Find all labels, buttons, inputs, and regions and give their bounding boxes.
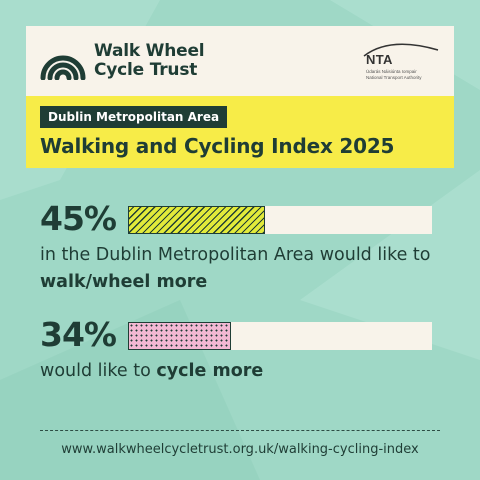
stat-description: in the Dublin Metropolitan Area would li… [40,242,440,296]
stat-description-emphasis: walk/wheel more [40,272,208,292]
progress-bar-track [128,322,432,350]
nta-swoosh-icon [363,43,439,57]
logo-line-1: Walk Wheel [94,41,205,61]
logo-wordmark: Walk Wheel Cycle Trust [94,41,205,80]
stat-value: 34% [40,315,117,354]
stat-value: 45% [40,199,117,238]
area-badge: Dublin Metropolitan Area [40,106,228,128]
nta-subtitle-irish: Údarás Náisiúnta Iompair [366,69,417,74]
stat-description-text: would like to [40,361,157,381]
progress-bar-fill [128,322,232,350]
walk-wheel-cycle-trust-logo: Walk Wheel Cycle Trust [40,38,220,84]
footer-url-link[interactable]: www.walkwheelcycletrust.org.uk/walking-c… [61,442,419,457]
nta-subtitle-english: National Transport Authority [366,75,422,80]
nta-logo: NTA Údarás Náisiúnta Iompair National Tr… [360,38,440,86]
nta-title: NTA [366,52,393,67]
stat-description-text: in the Dublin Metropolitan Area would li… [40,245,431,265]
logo-line-2: Cycle Trust [94,60,198,80]
arcs-logo-icon [40,55,86,80]
dashed-divider [40,430,440,431]
index-title: Walking and Cycling Index 2025 [40,134,395,158]
stat-description: would like to cycle more [40,358,440,385]
header-card: Walk Wheel Cycle Trust NTA Údarás Náisiú… [26,26,454,168]
header-logo-band: Walk Wheel Cycle Trust NTA Údarás Náisiú… [26,26,454,96]
stat-description-emphasis: cycle more [156,361,264,381]
progress-bar-fill [128,206,265,234]
progress-bar-track [128,206,432,234]
